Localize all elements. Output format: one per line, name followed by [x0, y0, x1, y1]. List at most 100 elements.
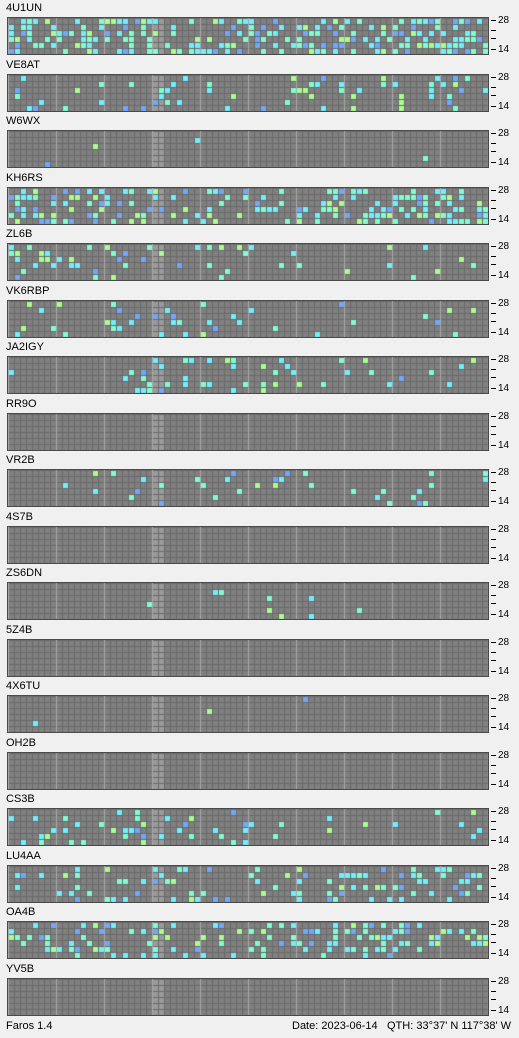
- scale-tick: [491, 659, 496, 661]
- beacon-row: RR9O 28 14: [0, 398, 519, 454]
- scale-label-14: 14: [498, 722, 510, 733]
- band-scale: 28 14: [491, 524, 519, 567]
- scale-tick: [491, 754, 496, 756]
- scale-tick: [491, 444, 496, 446]
- scale-label-28: 28: [498, 975, 510, 987]
- propagation-cells: [8, 865, 488, 902]
- beacon-row: OA4B 28 14: [0, 906, 519, 962]
- scale-label-14: 14: [498, 496, 510, 507]
- scale-tick: [491, 783, 496, 785]
- scale-tick: [491, 896, 496, 898]
- scale-label-28: 28: [498, 241, 510, 252]
- scale-tick: [491, 359, 496, 360]
- propagation-grid: [7, 130, 489, 168]
- band-scale: 28 14: [491, 129, 519, 171]
- propagation-cells: [8, 583, 488, 619]
- scale-tick: [491, 302, 496, 304]
- status-bar: Faros 1.4 Date: 2023-06-14 QTH: 33°37' N…: [0, 1018, 519, 1038]
- scale-tick: [491, 585, 496, 586]
- beacon-row: VE8AT 28 14: [0, 59, 519, 115]
- scale-tick: [491, 557, 496, 559]
- scale-tick: [491, 708, 496, 709]
- scale-label-14: 14: [498, 44, 510, 55]
- band-scale: 28 14: [491, 16, 519, 58]
- beacon-callsign: 4U1UN: [6, 2, 43, 14]
- beacon-row: VK6RBP 28 14: [0, 285, 519, 341]
- scale-tick: [491, 264, 496, 265]
- scale-tick: [491, 76, 496, 78]
- propagation-cells: [8, 470, 488, 506]
- scale-tick: [491, 501, 496, 502]
- scale-tick: [491, 86, 496, 88]
- band-scale: 28 14: [491, 242, 519, 284]
- band-scale: 28 14: [491, 355, 519, 397]
- propagation-grid: [7, 695, 489, 733]
- date-label: Date: 2023-06-14: [292, 1020, 378, 1032]
- scale-label-14: 14: [498, 213, 510, 225]
- beacon-row: CS3B 28 14: [0, 793, 519, 849]
- propagation-grid: [7, 186, 489, 225]
- scale-label-28: 28: [498, 184, 510, 196]
- scale-label-28: 28: [498, 693, 510, 704]
- scale-tick: [491, 490, 496, 491]
- propagation-cells: [8, 696, 488, 732]
- propagation-grid: [7, 921, 489, 959]
- scale-tick: [491, 143, 496, 144]
- beacon-row: 5Z4B 28 14: [0, 624, 519, 680]
- scale-tick: [491, 716, 496, 717]
- scale-tick: [491, 538, 496, 540]
- propagation-grid: [7, 299, 489, 338]
- band-scale: 28 14: [491, 636, 519, 680]
- beacon-callsign: KH6RS: [6, 171, 43, 184]
- scale-tick: [491, 425, 496, 427]
- beacon-row: OH2B 28 14: [0, 737, 519, 793]
- scale-tick: [491, 320, 496, 322]
- scale-label-28: 28: [498, 636, 510, 648]
- scale-tick: [491, 199, 496, 201]
- propagation-grid: [7, 808, 489, 846]
- scale-tick: [491, 546, 496, 548]
- scale-tick: [491, 369, 496, 370]
- scale-tick: [491, 885, 496, 887]
- propagation-cells: [8, 639, 488, 676]
- version-label: Faros 1.4: [6, 1020, 53, 1032]
- band-scale: 28 14: [491, 920, 519, 962]
- band-scale: 28 14: [491, 807, 519, 849]
- scale-tick: [491, 482, 496, 483]
- scale-tick: [491, 811, 496, 812]
- scale-tick: [491, 20, 496, 21]
- scale-tick: [491, 821, 496, 822]
- propagation-cells: [8, 752, 488, 789]
- scale-label-28: 28: [498, 128, 510, 139]
- scale-tick: [491, 433, 496, 435]
- scale-label-14: 14: [498, 326, 510, 338]
- scale-label-28: 28: [498, 410, 510, 422]
- beacon-callsign: 4S7B: [6, 510, 33, 523]
- scale-label-14: 14: [498, 609, 510, 620]
- band-scale: 28 14: [491, 184, 519, 228]
- scale-label-14: 14: [498, 439, 510, 451]
- scale-tick: [491, 603, 496, 604]
- band-scale: 28 14: [491, 298, 519, 341]
- band-scale: 28 14: [491, 750, 519, 793]
- scale-label-14: 14: [498, 891, 510, 903]
- beacon-row: LU4AA 28 14: [0, 850, 519, 906]
- qth-label: QTH: 33°37' N 117°38' W: [387, 1020, 512, 1032]
- beacon-callsign: RR9O: [6, 397, 37, 410]
- scale-tick: [491, 472, 496, 473]
- scale-tick: [491, 829, 496, 830]
- beacon-callsign: JA2IGY: [6, 341, 44, 353]
- beacon-callsign: 5Z4B: [6, 623, 33, 636]
- scale-tick: [491, 377, 496, 378]
- scale-tick: [491, 764, 496, 766]
- beacon-row: 4S7B 28 14: [0, 511, 519, 567]
- propagation-grid: [7, 412, 489, 451]
- scale-tick: [491, 942, 496, 943]
- beacon-callsign: W6WX: [6, 115, 41, 127]
- propagation-cells: [8, 978, 488, 1015]
- beacon-row: 4X6TU 28 14: [0, 680, 519, 736]
- scale-tick: [491, 415, 496, 417]
- scale-label-28: 28: [498, 354, 510, 365]
- beacon-row: YV5B 28 14: [0, 963, 519, 1019]
- scale-label-14: 14: [498, 157, 510, 168]
